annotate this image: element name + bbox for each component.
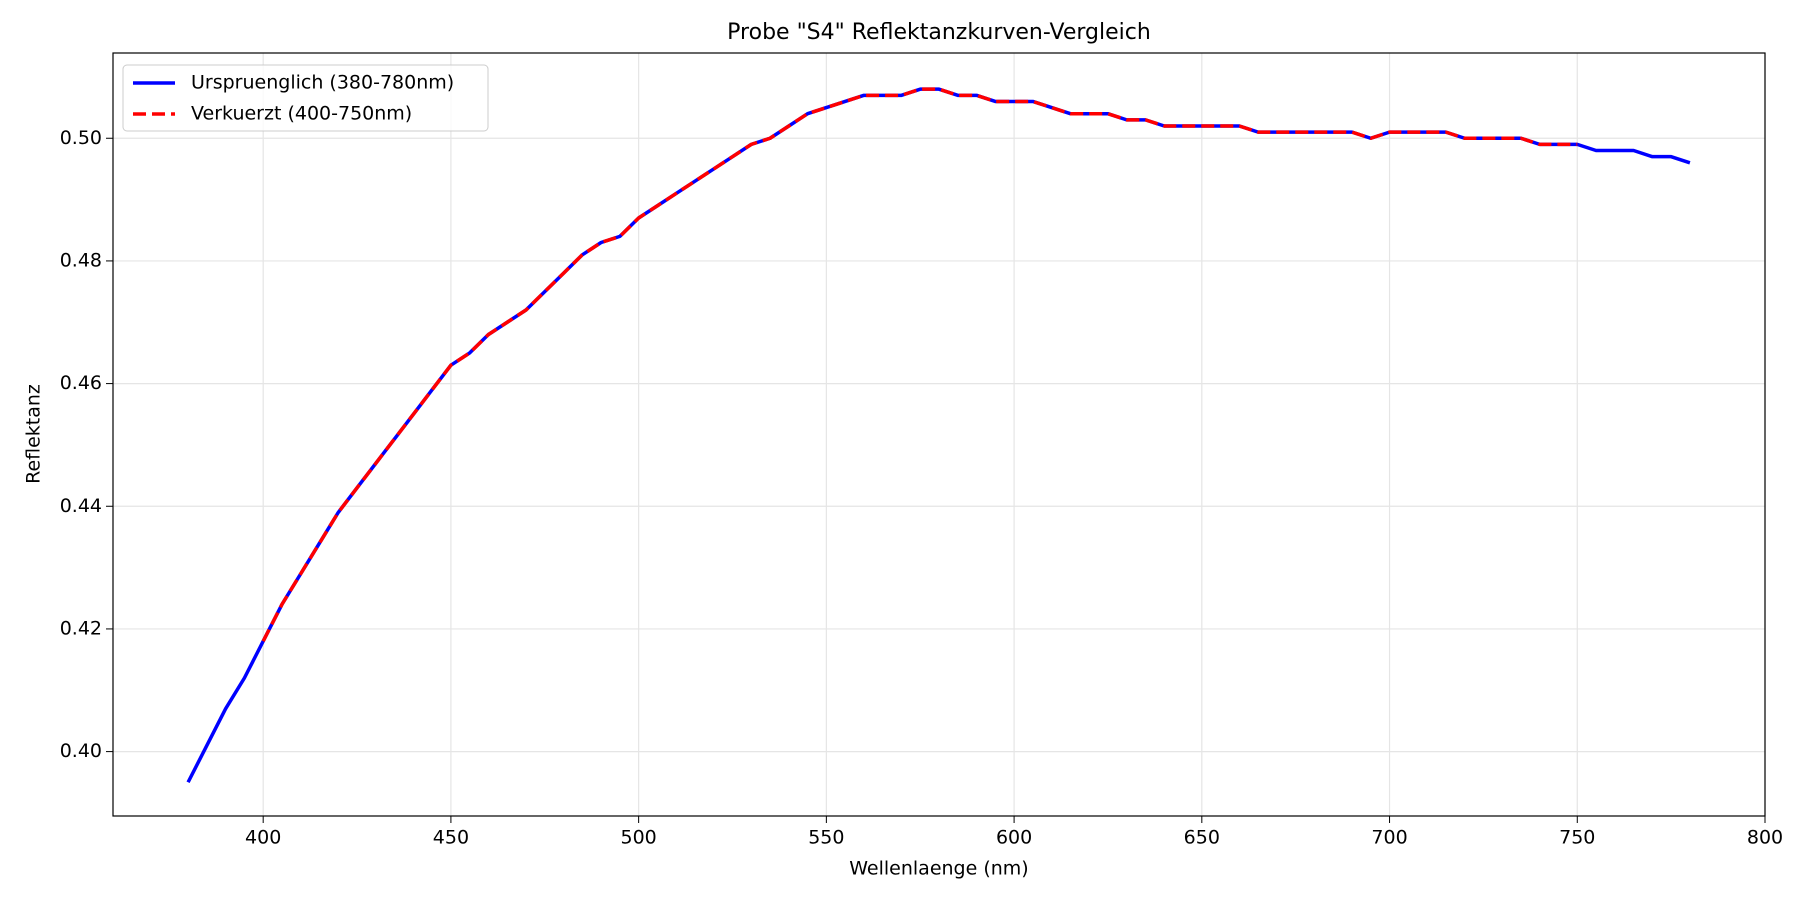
x-tick-label: 600	[996, 827, 1032, 849]
y-tick-label: 0.48	[60, 249, 102, 271]
y-axis-label: Reflektanz	[23, 384, 45, 484]
legend-label: Urspruenglich (380-780nm)	[191, 72, 454, 94]
x-axis-label: Wellenlaenge (nm)	[849, 858, 1028, 880]
y-tick-label: 0.46	[60, 372, 102, 394]
x-tick-label: 800	[1747, 827, 1783, 849]
x-tick-label: 700	[1371, 827, 1407, 849]
chart-title: Probe "S4" Reflektanzkurven-Vergleich	[727, 20, 1151, 45]
line-series	[261, 87, 1578, 642]
x-tick-label: 750	[1559, 827, 1595, 849]
x-tick-label: 450	[433, 827, 469, 849]
y-tick-label: 0.42	[60, 617, 102, 639]
line-series	[186, 87, 1691, 784]
legend-label: Verkuerzt (400-750nm)	[191, 103, 412, 125]
x-tick-label: 400	[245, 827, 281, 849]
y-tick-label: 0.44	[60, 495, 102, 517]
x-tick-label: 550	[808, 827, 844, 849]
legend-box	[122, 64, 489, 132]
y-tick-label: 0.50	[60, 127, 102, 149]
y-tick-label: 0.40	[60, 740, 102, 762]
x-tick-label: 650	[1184, 827, 1220, 849]
plot-frame	[112, 52, 1766, 817]
x-tick-label: 500	[621, 827, 657, 849]
